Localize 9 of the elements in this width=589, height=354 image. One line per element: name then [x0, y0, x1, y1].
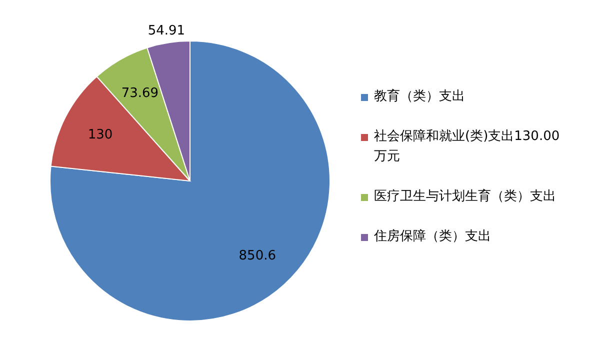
data-label: 130: [88, 127, 113, 142]
data-label: 850.6: [238, 248, 276, 264]
legend-label: 教育（类）支出: [374, 88, 465, 106]
pie-slice: [50, 40, 330, 322]
legend-label: 医疗卫生与计划生育（类）支出: [374, 188, 556, 206]
legend-label: 住房保障（类）支出: [374, 228, 491, 246]
data-label: 73.69: [121, 86, 159, 102]
legend-label: 社会保障和就业(类)支出130.00万元: [374, 128, 561, 166]
data-label: 54.91: [148, 23, 186, 38]
